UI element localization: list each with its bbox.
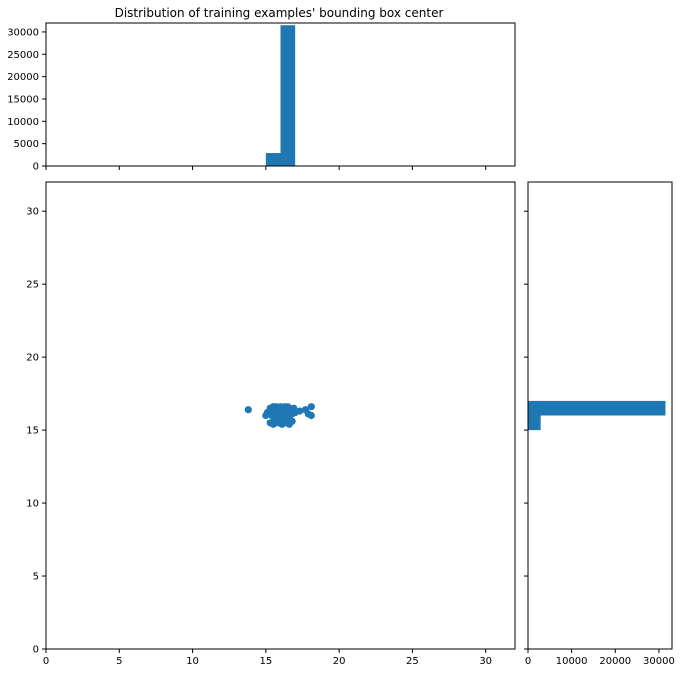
scatter-point xyxy=(296,407,304,415)
scatter-point xyxy=(307,403,315,411)
top-y-tick-label: 25000 xyxy=(7,50,39,61)
top-y-tick-label: 20000 xyxy=(7,72,39,83)
histogram-bar-y xyxy=(528,415,541,431)
chart-title: Distribution of training examples' bound… xyxy=(115,6,444,20)
scatter-point xyxy=(244,406,252,414)
y-tick-label: 25 xyxy=(26,280,39,291)
histogram-bar-y xyxy=(528,400,666,416)
top-y-tick-label: 0 xyxy=(33,162,39,173)
x-tick-label: 0 xyxy=(43,656,49,667)
top-histogram-x: 0 5000 10000 15000 20000 25000 30000 xyxy=(7,22,516,173)
y-tick-label: 15 xyxy=(26,426,39,437)
x-tick-label: 15 xyxy=(259,656,272,667)
top-y-tick-label: 15000 xyxy=(7,94,39,105)
x-tick-label: 5 xyxy=(116,656,122,667)
scatter-point xyxy=(275,419,283,427)
scatter-point xyxy=(290,404,298,412)
top-y-tick-label: 10000 xyxy=(7,117,39,128)
scatter-plot-frame xyxy=(45,181,516,650)
y-tick-label: 20 xyxy=(26,353,39,364)
y-tick-label: 30 xyxy=(26,207,39,218)
top-y-tick-label: 5000 xyxy=(14,139,39,150)
histogram-bar-x xyxy=(265,153,281,166)
y-tick-label: 5 xyxy=(33,572,39,583)
x-tick-label: 25 xyxy=(406,656,419,667)
x-tick-label: 20 xyxy=(333,656,346,667)
main-scatter-plot: 0 5 10 15 20 25 30 0 5 10 15 20 25 30 xyxy=(26,181,516,667)
scatter-point xyxy=(288,417,296,425)
histogram-bar-x xyxy=(280,25,296,166)
right-x-tick-label: 0 xyxy=(525,656,531,667)
y-tick-label: 0 xyxy=(33,645,39,656)
top-y-tick-label: 30000 xyxy=(7,27,39,38)
right-histogram-frame xyxy=(527,181,673,650)
right-histogram-y: 0 10000 20000 30000 xyxy=(524,181,675,667)
right-x-tick-label: 20000 xyxy=(599,656,631,667)
x-tick-label: 30 xyxy=(479,656,492,667)
x-tick-label: 10 xyxy=(186,656,199,667)
scatter-point xyxy=(268,406,276,414)
scatter-point xyxy=(307,411,315,420)
top-histogram-frame xyxy=(45,22,516,167)
right-x-tick-label: 30000 xyxy=(643,656,675,667)
y-tick-label: 10 xyxy=(26,499,39,510)
scatter-point xyxy=(281,413,289,421)
right-x-tick-label: 10000 xyxy=(556,656,588,667)
